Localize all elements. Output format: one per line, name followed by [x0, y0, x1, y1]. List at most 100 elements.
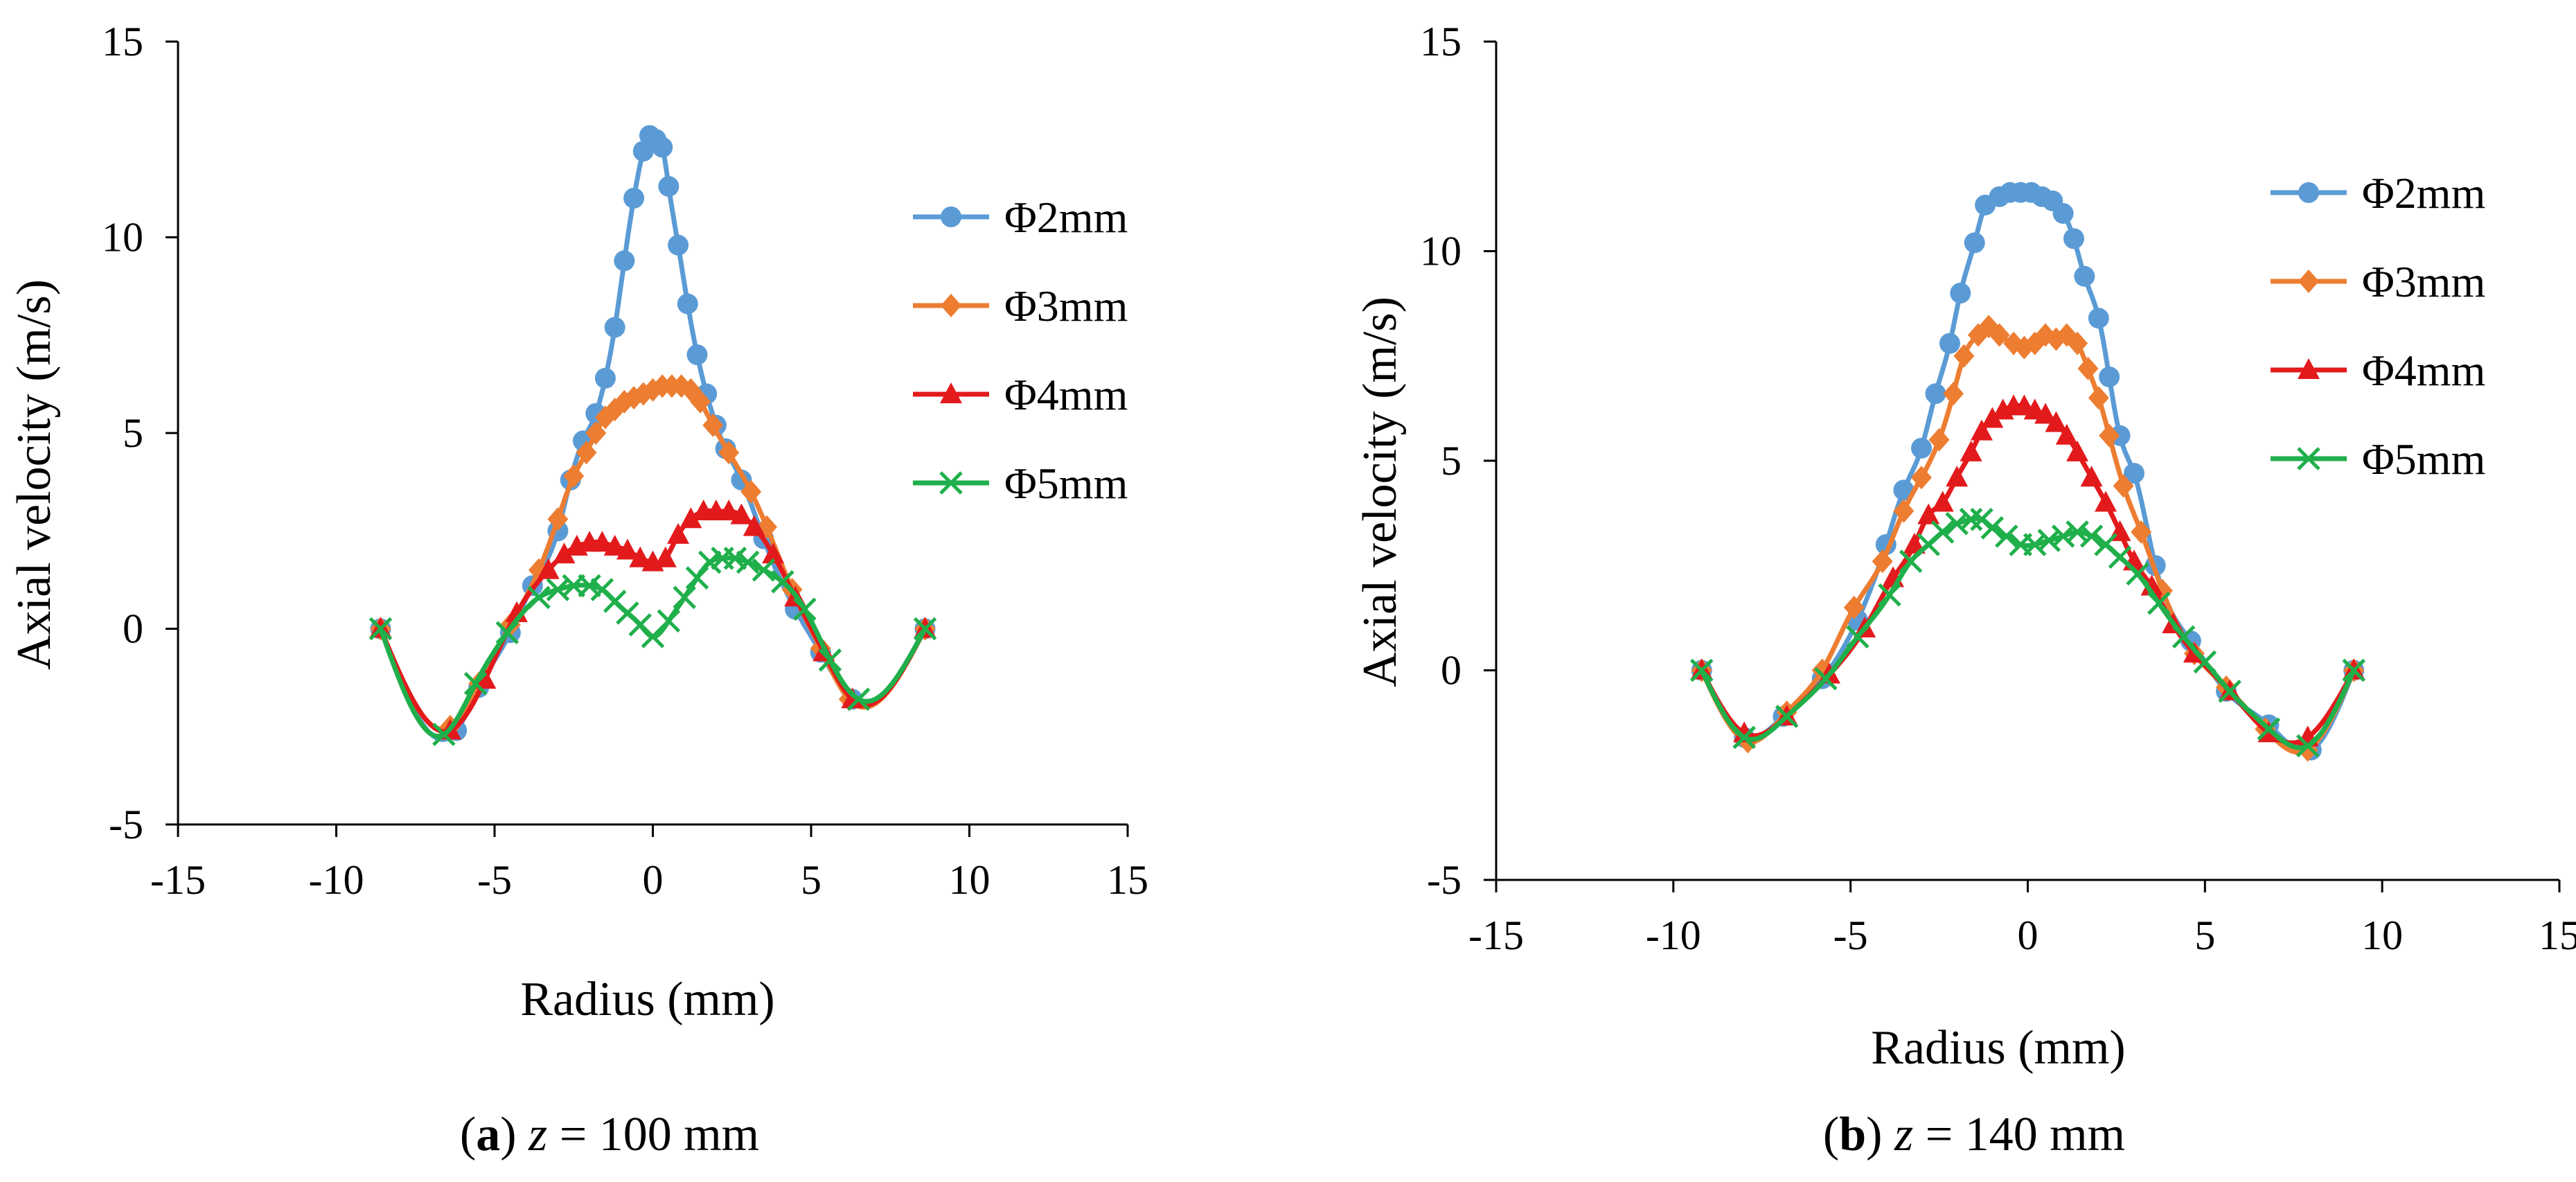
data-point-phi5-b [1995, 524, 2018, 548]
legend-marker-phi5-b [2297, 447, 2320, 470]
series-line-phi2-a [378, 132, 927, 742]
y-tick-label-b: -5 [1427, 857, 1462, 903]
data-point-phi4-b [1960, 440, 1982, 461]
data-point-phi5-b [2023, 533, 2047, 556]
data-point-phi5-a [846, 687, 871, 711]
x-tick-label-b: 15 [2539, 912, 2576, 958]
caption-a-open: ( [460, 1108, 476, 1161]
data-point-phi3-a [585, 421, 607, 445]
data-point-phi3-b [1928, 427, 1950, 452]
y-tick-label-a: 5 [123, 410, 143, 456]
data-point-phi3-b [2099, 423, 2120, 448]
data-point-phi3-a [702, 413, 724, 437]
data-point-phi4-b [1931, 491, 1954, 512]
data-point-phi3-a [547, 507, 569, 531]
data-point-phi4-b [2080, 466, 2103, 487]
data-point-phi5-b [2037, 529, 2061, 552]
plot-area-b [1690, 182, 2365, 762]
x-tick-label-b: 10 [2361, 912, 2403, 958]
data-point-phi5-b [2171, 625, 2196, 649]
data-point-phi5-a [578, 574, 601, 598]
data-point-phi5-a [913, 617, 937, 641]
legend-marker-phi3-b [2298, 270, 2319, 293]
data-point-phi5-b [2193, 650, 2217, 674]
data-point-phi2-b [1950, 283, 1971, 303]
x-tick-label-a: -15 [150, 857, 206, 903]
data-point-phi2-a [677, 293, 698, 315]
data-point-phi4-a [616, 538, 639, 560]
data-point-phi5-b [2147, 591, 2171, 615]
legend-label-phi4-a: Φ4mm [1004, 370, 1128, 419]
x-tick-label-a: 15 [1107, 857, 1148, 903]
x-tick-label-a: 10 [949, 857, 991, 903]
legend-label-phi2-b: Φ2mm [2362, 168, 2485, 218]
data-point-phi5-a [818, 648, 842, 672]
legend-marker-phi2-b [2298, 182, 2319, 203]
x-tick-label-b: -10 [1646, 912, 1701, 958]
data-point-phi3-b [1911, 466, 1932, 490]
y-axis-title-a: Axial velocity (m/s) [8, 279, 61, 670]
data-point-phi5-a [685, 566, 709, 590]
data-point-phi2-a [652, 136, 673, 158]
data-point-phi5-a [723, 547, 747, 570]
legend-a: Φ2mm Φ3mm Φ4mm Φ5mm [913, 193, 1128, 508]
x-tick-label-b: -15 [1468, 912, 1524, 958]
data-point-phi5-b [1945, 511, 1969, 536]
data-point-phi5-b [2342, 658, 2365, 682]
data-point-phi5-a [698, 550, 722, 574]
axes-b: -5 0 5 10 15 -15 -10 -5 0 5 10 15 [1420, 19, 2576, 958]
caption-b-label: b [1839, 1108, 1866, 1161]
data-point-phi5-a [657, 609, 681, 633]
series-line-phi5-a [378, 555, 927, 739]
data-point-phi2-a [604, 317, 625, 338]
caption-b: (b) z = 140 mm [1823, 1108, 2125, 1161]
data-point-phi5-b [2079, 524, 2104, 548]
data-point-phi3-a [690, 389, 711, 414]
caption-a: (a) z = 100 mm [460, 1108, 759, 1161]
data-point-phi4-b [2045, 411, 2068, 432]
data-point-phi2-a [668, 234, 689, 256]
legend-label-phi5-b: Φ5mm [2362, 434, 2485, 484]
data-point-phi2-b [2074, 265, 2095, 287]
data-point-phi5-b [1814, 667, 1838, 691]
y-axis-title-b: Axial velocity (m/s) [1353, 297, 1407, 687]
data-point-phi5-b [2257, 717, 2281, 741]
data-point-phi2-b [1964, 232, 1985, 254]
data-point-phi3-b [2067, 331, 2088, 355]
data-point-phi5-b [2218, 679, 2241, 703]
legend-marker-phi3-a [941, 294, 961, 317]
data-point-phi4-a [679, 507, 702, 529]
legend-entry-phi5-a: Φ5mm [913, 459, 1128, 508]
legend-entry-phi5-b: Φ5mm [2271, 434, 2485, 484]
data-point-phi4-a [654, 546, 677, 567]
x-tick-label-a: 0 [643, 857, 664, 903]
data-point-phi4-a [841, 687, 864, 709]
data-point-phi5-b [1732, 725, 1756, 750]
caption-a-rest: = 100 mm [547, 1108, 759, 1161]
data-point-phi3-b [2131, 520, 2152, 544]
x-tick-label-b: 5 [2194, 912, 2215, 958]
data-point-phi5-a [673, 585, 696, 610]
legend-label-phi4-b: Φ4mm [2362, 346, 2485, 395]
y-tick-label-b: 10 [1420, 229, 1462, 274]
series-markers-phi5-a [368, 547, 937, 746]
data-point-phi5-a [432, 723, 456, 746]
data-point-phi4-a [537, 558, 560, 579]
data-point-phi5-a [752, 558, 776, 582]
data-point-phi5-b [1930, 520, 1955, 544]
data-point-phi2-b [2099, 367, 2120, 387]
data-point-phi4-b [2034, 403, 2057, 424]
series-markers-phi4-a [369, 500, 936, 740]
data-point-phi5-b [1690, 658, 1714, 682]
data-point-phi3-a [718, 441, 740, 465]
data-point-phi5-a [495, 621, 519, 644]
caption-a-label: a [476, 1108, 500, 1161]
legend-entry-phi3-b: Φ3mm [2271, 257, 2485, 306]
caption-b-open: ( [1823, 1108, 1839, 1161]
series-markers-phi2-a [370, 125, 936, 741]
data-point-phi5-b [2295, 734, 2320, 758]
data-point-phi2-b [2088, 308, 2109, 329]
legend-entry-phi4-b: Φ4mm [2271, 346, 2485, 395]
caption-b-rest: = 140 mm [1913, 1108, 2125, 1161]
